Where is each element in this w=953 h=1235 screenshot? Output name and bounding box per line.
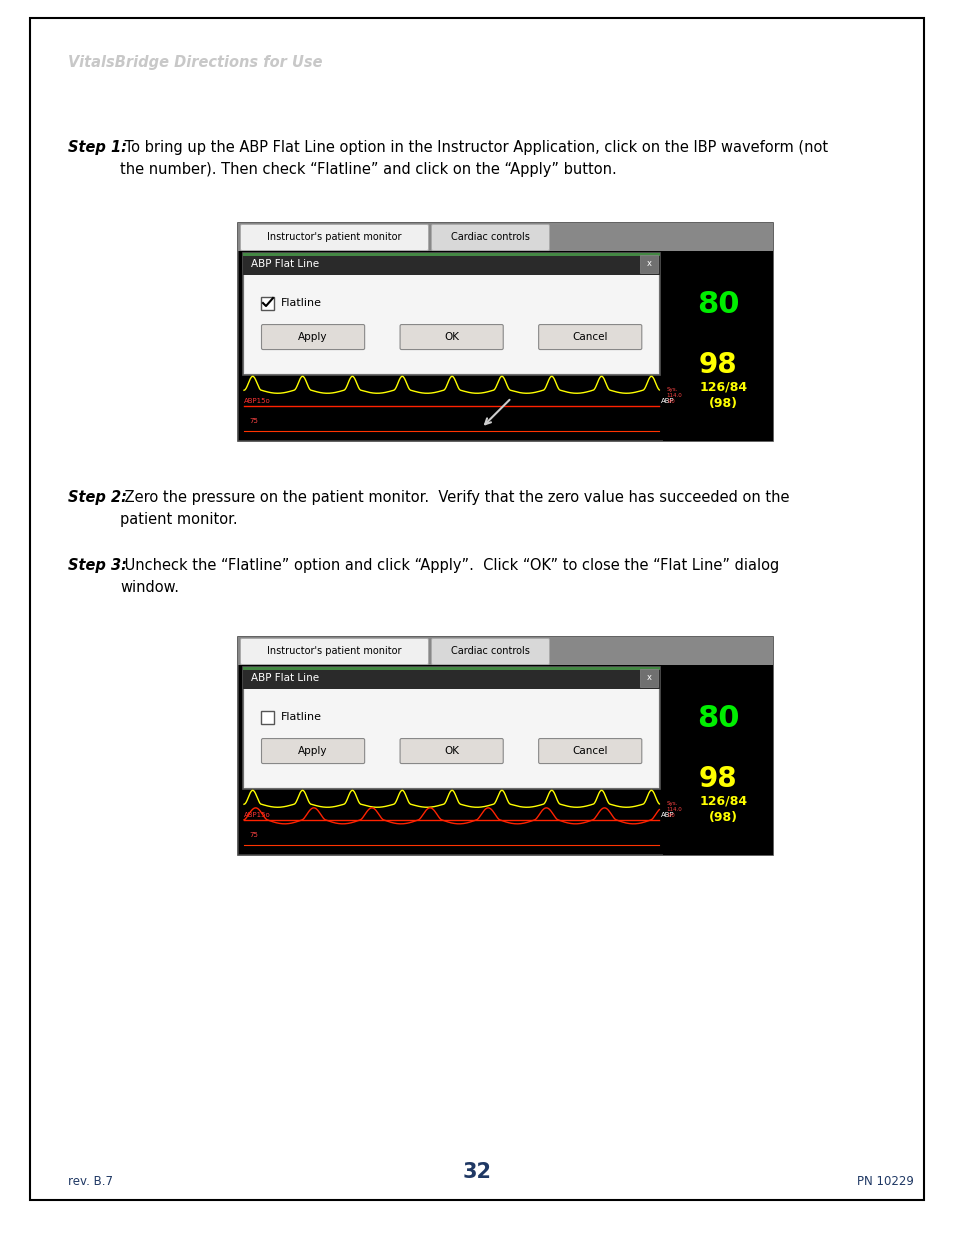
FancyBboxPatch shape	[240, 638, 428, 664]
Text: OK: OK	[444, 332, 458, 342]
Bar	[662, 251, 772, 441]
Text: 80: 80	[697, 290, 739, 319]
Bar	[237, 637, 772, 664]
Bar	[243, 667, 659, 689]
Text: Sys.
114.0
 90: Sys. 114.0 90	[665, 387, 681, 404]
Bar	[243, 253, 659, 275]
Bar	[552, 224, 660, 251]
Text: x: x	[646, 259, 651, 268]
Text: OK: OK	[444, 746, 458, 756]
Text: Apply: Apply	[298, 332, 328, 342]
FancyBboxPatch shape	[240, 225, 428, 251]
Text: To bring up the ABP Flat Line option in the Instructor Application, click on the: To bring up the ABP Flat Line option in …	[120, 140, 827, 177]
Text: 75: 75	[249, 417, 257, 424]
FancyBboxPatch shape	[431, 225, 549, 251]
Text: Step 3:: Step 3:	[68, 558, 127, 573]
Text: Instructor's patient monitor: Instructor's patient monitor	[267, 232, 401, 242]
Text: 126/84
(98): 126/84 (98)	[699, 795, 747, 824]
Text: Instructor's patient monitor: Instructor's patient monitor	[267, 646, 401, 656]
Text: rev. B.7: rev. B.7	[68, 1174, 112, 1188]
Text: VitalsBridge Directions for Use: VitalsBridge Directions for Use	[68, 56, 322, 70]
Text: Uncheck the “Flatline” option and click “Apply”.  Click “OK” to close the “Flat : Uncheck the “Flatline” option and click …	[120, 558, 779, 594]
Text: Sys.
114.0
 90: Sys. 114.0 90	[665, 802, 681, 818]
Text: 80: 80	[697, 704, 739, 732]
Bar	[261, 710, 274, 724]
Text: Apply: Apply	[298, 746, 328, 756]
Text: ABP15o: ABP15o	[244, 811, 271, 818]
Text: 126/84
(98): 126/84 (98)	[699, 380, 747, 410]
Bar	[261, 296, 274, 310]
FancyBboxPatch shape	[261, 739, 364, 763]
Text: Cardiac controls: Cardiac controls	[451, 232, 529, 242]
Text: Zero the pressure on the patient monitor.  Verify that the zero value has succee: Zero the pressure on the patient monitor…	[120, 490, 789, 526]
Text: ABP Flat Line: ABP Flat Line	[251, 673, 319, 683]
Text: 75: 75	[249, 832, 257, 837]
Text: Flatline: Flatline	[281, 298, 322, 308]
Bar	[639, 254, 658, 273]
Text: 32: 32	[462, 1162, 491, 1182]
Bar	[243, 667, 659, 789]
FancyBboxPatch shape	[431, 638, 549, 664]
Text: ABP15o: ABP15o	[244, 398, 271, 404]
Bar	[243, 253, 659, 375]
Text: Cardiac controls: Cardiac controls	[451, 646, 529, 656]
Text: PN 10229: PN 10229	[856, 1174, 913, 1188]
Text: ABP Flat Line: ABP Flat Line	[251, 259, 319, 269]
FancyBboxPatch shape	[261, 325, 364, 350]
Text: Cancel: Cancel	[572, 746, 607, 756]
Bar	[662, 664, 772, 855]
Bar	[237, 224, 772, 251]
FancyBboxPatch shape	[399, 325, 502, 350]
FancyBboxPatch shape	[538, 739, 641, 763]
Bar	[245, 689, 658, 787]
Text: 98: 98	[699, 351, 737, 379]
Text: Cancel: Cancel	[572, 332, 607, 342]
Text: 98: 98	[699, 764, 737, 793]
Text: ABP: ABP	[660, 398, 674, 404]
Text: Step 1:: Step 1:	[68, 140, 127, 156]
FancyBboxPatch shape	[538, 325, 641, 350]
Text: Step 2:: Step 2:	[68, 490, 127, 505]
Text: ABP: ABP	[660, 811, 674, 818]
Text: x: x	[646, 673, 651, 683]
Text: Flatline: Flatline	[281, 713, 322, 722]
Bar	[243, 253, 659, 256]
Bar	[243, 667, 659, 671]
Bar	[639, 669, 658, 687]
Bar	[237, 637, 772, 855]
FancyBboxPatch shape	[399, 739, 502, 763]
Bar	[237, 224, 772, 441]
Bar	[552, 637, 660, 664]
Bar	[245, 275, 658, 373]
